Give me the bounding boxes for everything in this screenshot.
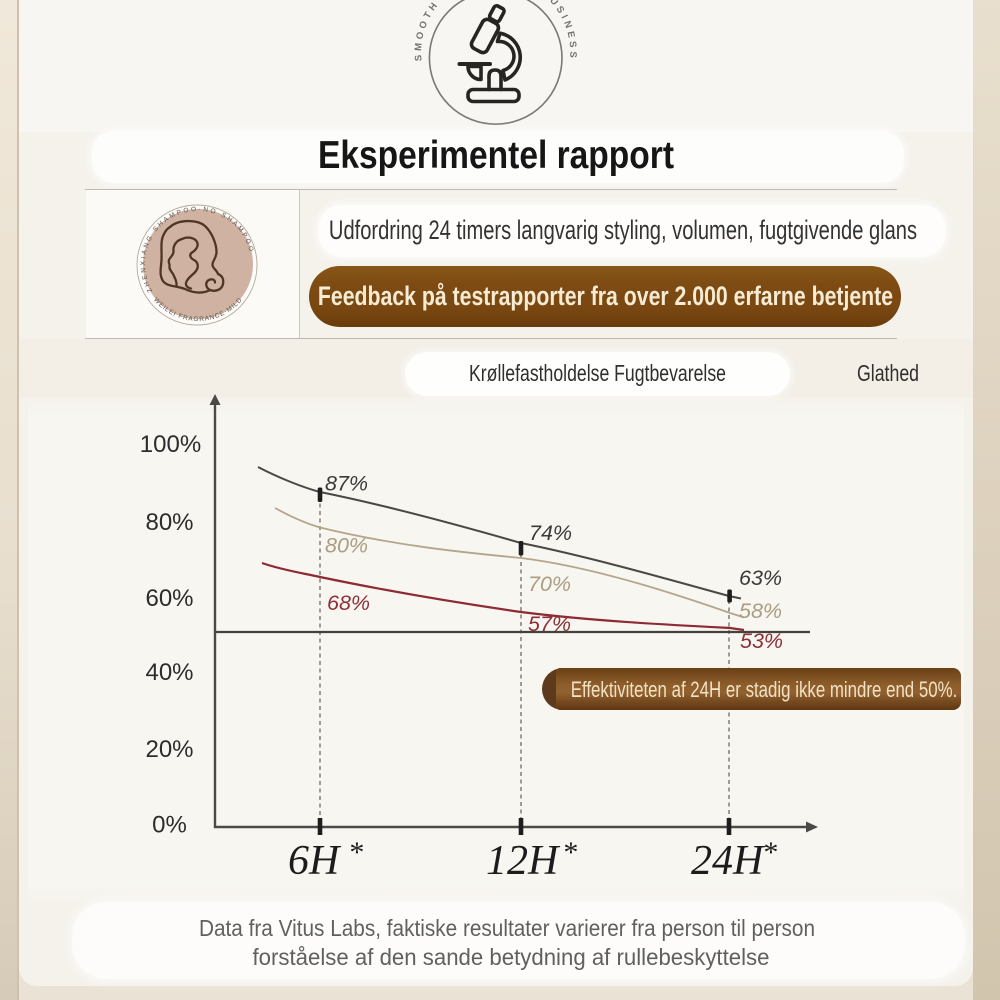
svg-text:57%: 57%	[528, 612, 571, 636]
svg-text:58%: 58%	[739, 599, 782, 623]
svg-text:63%: 63%	[739, 566, 782, 590]
svg-text:6H: 6H	[288, 838, 342, 884]
svg-text:*: *	[762, 836, 777, 869]
svg-text:20%: 20%	[145, 736, 193, 763]
svg-text:*: *	[348, 836, 363, 869]
svg-text:100%: 100%	[140, 431, 201, 458]
svg-text:60%: 60%	[145, 585, 193, 612]
svg-text:53%: 53%	[740, 629, 783, 653]
svg-text:80%: 80%	[325, 534, 368, 558]
svg-text:*: *	[562, 836, 577, 869]
svg-text:68%: 68%	[327, 591, 370, 615]
svg-text:80%: 80%	[145, 509, 193, 536]
svg-text:70%: 70%	[528, 572, 571, 596]
svg-text:74%: 74%	[529, 521, 572, 545]
svg-text:0%: 0%	[152, 812, 187, 839]
svg-text:24H: 24H	[691, 838, 766, 884]
svg-text:87%: 87%	[325, 472, 368, 496]
svg-text:12H: 12H	[486, 838, 561, 884]
svg-text:40%: 40%	[145, 659, 193, 686]
